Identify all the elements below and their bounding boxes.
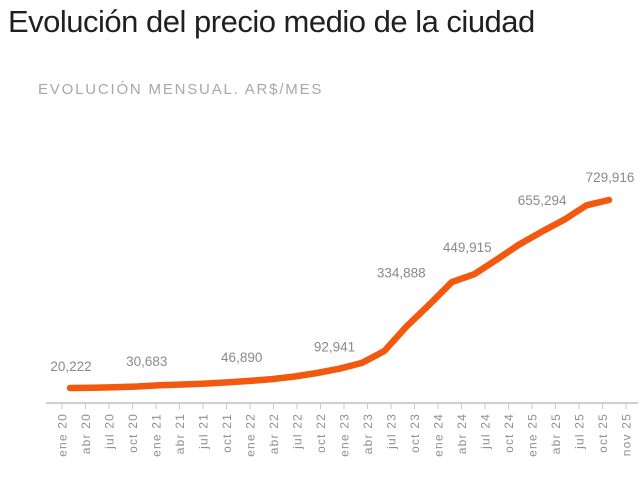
data-point-label: 449,915	[443, 240, 492, 255]
x-tick-label: oct 21	[220, 413, 234, 453]
x-tick-label: ene 22	[244, 413, 258, 457]
x-tick-label: ene 21	[150, 413, 164, 457]
data-point-label: 334,888	[377, 266, 426, 281]
x-tick-label: jul 20	[103, 413, 117, 450]
x-tick-label: abr 25	[549, 413, 563, 454]
data-point-label: 655,294	[518, 193, 567, 208]
x-tick-label: nov 25	[620, 413, 634, 456]
data-point-label: 20,222	[50, 359, 91, 374]
x-tick-label: abr 21	[173, 413, 187, 454]
price-line-series	[66, 196, 613, 392]
page-title: Evolución del precio medio de la ciudad	[8, 4, 535, 39]
data-point-label: 46,890	[221, 350, 262, 365]
data-point-label: 30,683	[126, 354, 167, 369]
x-tick-label: oct 23	[408, 413, 422, 453]
x-tick-label: abr 22	[267, 413, 281, 454]
x-tick-label: abr 20	[79, 413, 93, 454]
x-tick-label: oct 22	[314, 413, 328, 453]
x-tick-label: ene 20	[56, 413, 70, 457]
data-point-label: 92,941	[314, 340, 355, 355]
chart-subtitle: EVOLUCIÓN MENSUAL. AR$/MES	[38, 81, 324, 98]
x-tick-label: oct 20	[126, 413, 140, 453]
x-tick-label: ene 24	[432, 413, 446, 457]
x-tick-label: jul 21	[197, 413, 211, 450]
x-tick-label: abr 24	[455, 413, 469, 454]
x-tick-label: ene 23	[338, 413, 352, 457]
data-point-label: 729,916	[586, 170, 635, 185]
x-tick-label: jul 25	[573, 413, 587, 450]
x-tick-label: oct 25	[596, 413, 610, 453]
x-tick-label: abr 23	[361, 413, 375, 454]
x-tick-label: ene 25	[526, 413, 540, 457]
x-tick-label: jul 22	[291, 413, 305, 450]
x-tick-label: jul 23	[385, 413, 399, 450]
x-tick-label: oct 24	[502, 413, 516, 453]
x-tick-label: jul 24	[479, 413, 493, 450]
